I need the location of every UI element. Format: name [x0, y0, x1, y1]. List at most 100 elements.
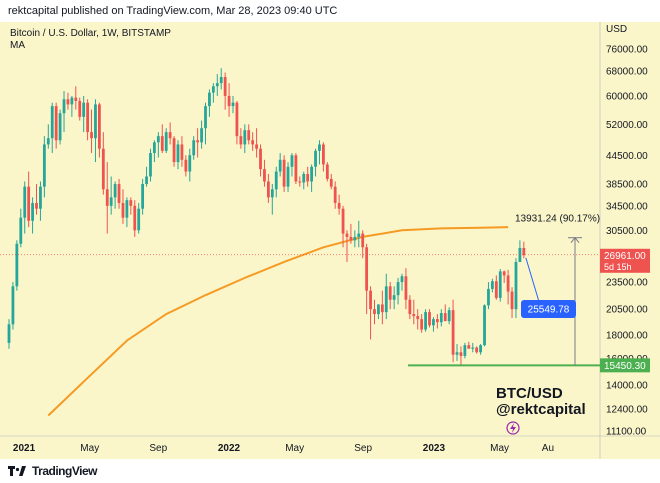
candle-body [164, 132, 168, 151]
footer-bar: TradingView [0, 459, 660, 483]
candle-body [82, 102, 86, 117]
candle-body [490, 281, 494, 289]
candle-body [325, 164, 329, 179]
tradingview-brand: TradingView [32, 464, 97, 478]
candle-body [369, 290, 372, 310]
candle-body [121, 202, 125, 218]
candle-body [141, 184, 145, 209]
projection-line [525, 257, 541, 306]
price-tick-label: 12400.00 [606, 405, 648, 416]
time-tick-label: May [285, 443, 304, 454]
candle-body [459, 352, 463, 356]
chart-area[interactable]: Bitcoin / U.S. Dollar, 1W, BITSTAMP MA U… [0, 22, 660, 459]
candle-body [192, 140, 196, 156]
candle-body [247, 130, 251, 141]
candle-body [443, 313, 447, 322]
candle-body [149, 153, 152, 177]
candle-body [329, 178, 333, 187]
tradingview-logo-icon [8, 466, 26, 476]
candle-body [54, 106, 58, 141]
candle-body [160, 136, 164, 151]
price-tick-label: 60000.00 [606, 91, 648, 102]
candle-body [514, 261, 518, 310]
candle-body [243, 130, 247, 145]
candle-body [302, 173, 306, 183]
candle-body [447, 310, 451, 322]
measure-arrowhead [570, 236, 580, 244]
candle-body [361, 233, 365, 248]
candle-body [227, 95, 231, 107]
candle-body [184, 159, 188, 172]
candle-body [200, 128, 203, 143]
candle-body [432, 319, 435, 326]
candle-body [137, 208, 141, 231]
candle-body [172, 138, 176, 163]
candle-body [314, 150, 317, 167]
time-tick-label: 2021 [13, 443, 36, 454]
candle-body [408, 299, 412, 315]
plot-background [0, 22, 600, 436]
candle-body [62, 99, 66, 114]
current-price-label: 26961.00 [604, 251, 646, 262]
lightning-icon [506, 421, 520, 435]
btc-weekly-chart[interactable]: Bitcoin / U.S. Dollar, 1W, BITSTAMP MA U… [0, 22, 660, 459]
candle-body [105, 189, 109, 206]
candle-body [322, 144, 325, 165]
candle-body [286, 166, 290, 187]
candle-body [156, 136, 160, 143]
watermark-pair: BTC/USD [496, 385, 563, 402]
moving-average [47, 226, 509, 417]
price-tick-label: 23500.00 [606, 278, 648, 289]
candle-body [117, 184, 121, 203]
candle-body [94, 104, 97, 139]
candle-body [380, 304, 384, 313]
candle-body [133, 205, 137, 231]
candle-body [506, 275, 510, 292]
candle-body [31, 202, 34, 221]
candle-body [19, 217, 23, 244]
price-tick-label: 44500.00 [606, 151, 648, 162]
candle-body [471, 347, 475, 349]
candle-body [215, 83, 219, 87]
candle-body [365, 247, 369, 291]
time-tick-label: 2022 [218, 443, 241, 454]
candle-body [46, 138, 50, 145]
candle-body [66, 99, 70, 105]
time-tick-label: 2023 [423, 443, 446, 454]
candle-body [333, 186, 337, 203]
candle-body [439, 313, 443, 323]
candle-body [266, 181, 270, 198]
candle-body [27, 186, 31, 221]
candle-body [188, 155, 192, 172]
candle-body [113, 184, 117, 198]
candle-body [396, 282, 400, 296]
support-price-label: 15450.30 [604, 361, 646, 372]
candle-body [23, 186, 27, 218]
candle-body [145, 176, 148, 185]
price-tick-label: 18000.00 [606, 331, 648, 342]
candle-body [404, 276, 408, 300]
candle-body [101, 148, 105, 190]
candle-body [392, 295, 396, 300]
candle-body [310, 166, 314, 182]
candle-body [176, 144, 180, 163]
candle-body [223, 77, 227, 96]
publish-header: rektcapital published on TradingView.com… [0, 0, 660, 22]
candle-body [153, 142, 156, 154]
candle-body [239, 136, 243, 145]
candle-body [400, 276, 404, 283]
candle-body [479, 345, 482, 353]
candle-body [353, 236, 357, 241]
candle-body [306, 173, 310, 182]
candle-body [274, 171, 278, 190]
candle-body [58, 113, 62, 141]
price-tick-label: 76000.00 [606, 45, 648, 56]
candle-body [204, 106, 207, 129]
candle-body [50, 106, 54, 139]
time-ticks: 2021 May Sep 2022 May Sep 2023 May Au [13, 443, 554, 454]
candle-body [373, 309, 376, 315]
candle-body [180, 144, 184, 160]
support-price-box [600, 358, 650, 373]
candle-body [251, 140, 255, 145]
candle-body [384, 286, 388, 313]
